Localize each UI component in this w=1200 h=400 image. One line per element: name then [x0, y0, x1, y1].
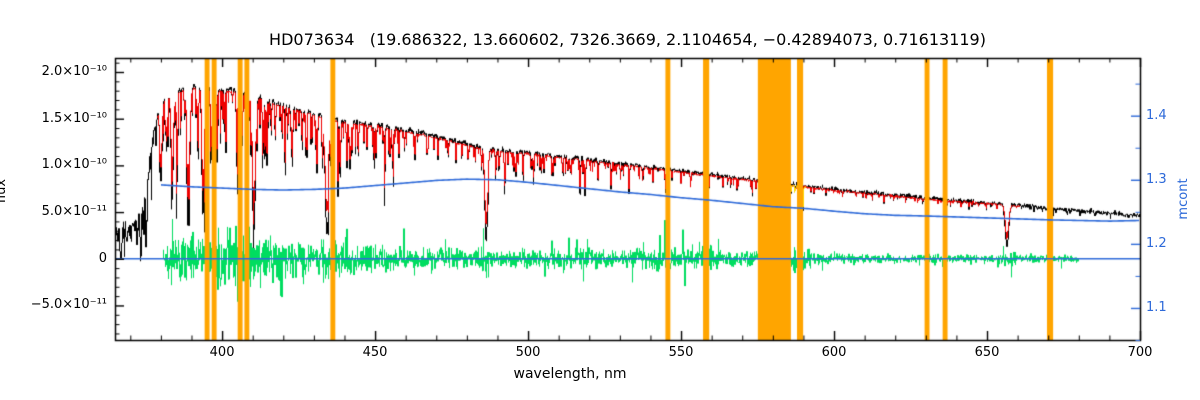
y-axis-label-right: mcont	[1176, 178, 1191, 220]
y-tick-label-left: 1.0×10⁻¹⁰	[41, 157, 107, 173]
x-tick-label: 450	[362, 345, 388, 360]
y-tick-label-right: 1.3	[1146, 171, 1167, 187]
x-tick-label: 700	[1127, 345, 1153, 360]
x-tick-label: 600	[821, 345, 847, 360]
x-tick-label: 400	[209, 345, 235, 360]
y-tick-label-right: 1.2	[1146, 235, 1167, 251]
y-tick-label-left: 2.0×10⁻¹⁰	[41, 64, 107, 79]
x-tick-label: 650	[974, 345, 1000, 360]
y-tick-label-left: 5.0×10⁻¹¹	[41, 204, 107, 220]
y-tick-label-right: 1.4	[1146, 107, 1167, 123]
plot-title: HD073634 (19.686322, 13.660602, 7326.366…	[269, 30, 986, 49]
x-tick-label: 550	[668, 345, 694, 360]
y-tick-label-left: −5.0×10⁻¹¹	[30, 297, 107, 313]
y-tick-label-left: 1.5×10⁻¹⁰	[41, 110, 107, 126]
x-tick-label: 500	[515, 345, 541, 360]
x-axis-label: wavelength, nm	[513, 366, 627, 382]
y-tick-label-right: 1.1	[1146, 299, 1167, 315]
y-tick-label-left: 0	[98, 250, 107, 266]
